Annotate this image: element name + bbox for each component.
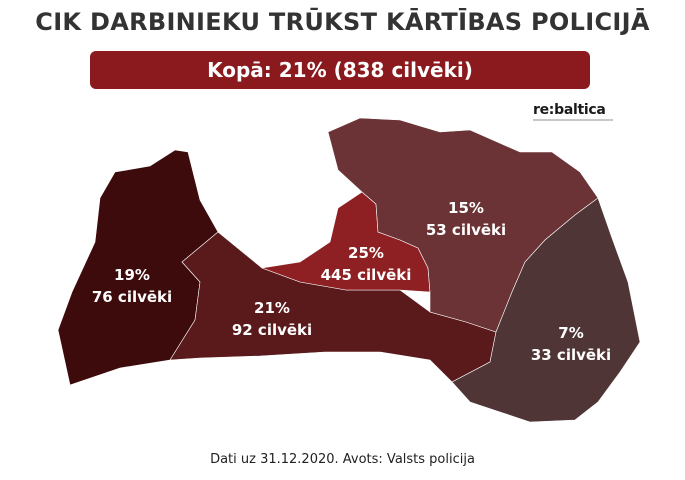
source-note: Dati uz 31.12.2020. Avots: Valsts polici…: [210, 452, 475, 467]
region-percent: 15%: [448, 199, 484, 217]
region-people: 53 cilvēki: [425, 221, 507, 239]
page-title: CIK DARBINIEKU TRŪKST KĀRTĪBAS POLICIJĀ: [35, 8, 650, 36]
region-percent: 7%: [558, 324, 584, 342]
logo-text: re:baltica: [533, 102, 606, 118]
region-percent: 19%: [114, 266, 150, 284]
logo-underline: [533, 119, 613, 121]
region-label-latgale: 7% 33 cilvēki: [501, 322, 641, 366]
region-label-kurzeme: 19% 76 cilvēki: [62, 264, 202, 308]
region-label-zemgale: 21% 92 cilvēki: [202, 297, 342, 341]
rebaltica-logo: re:baltica: [533, 102, 613, 124]
region-people: 92 cilvēki: [231, 321, 313, 339]
region-percent: 21%: [254, 299, 290, 317]
region-people: 76 cilvēki: [91, 288, 173, 306]
region-latgale: [451, 197, 641, 423]
region-people: 33 cilvēki: [530, 346, 612, 364]
region-people: 445 cilvēki: [320, 266, 412, 284]
region-percent: 25%: [348, 244, 384, 262]
region-label-riga: 25% 445 cilvēki: [296, 242, 436, 286]
region-label-vidzeme: 15% 53 cilvēki: [396, 197, 536, 241]
total-banner: Kopā: 21% (838 cilvēki): [90, 51, 590, 89]
